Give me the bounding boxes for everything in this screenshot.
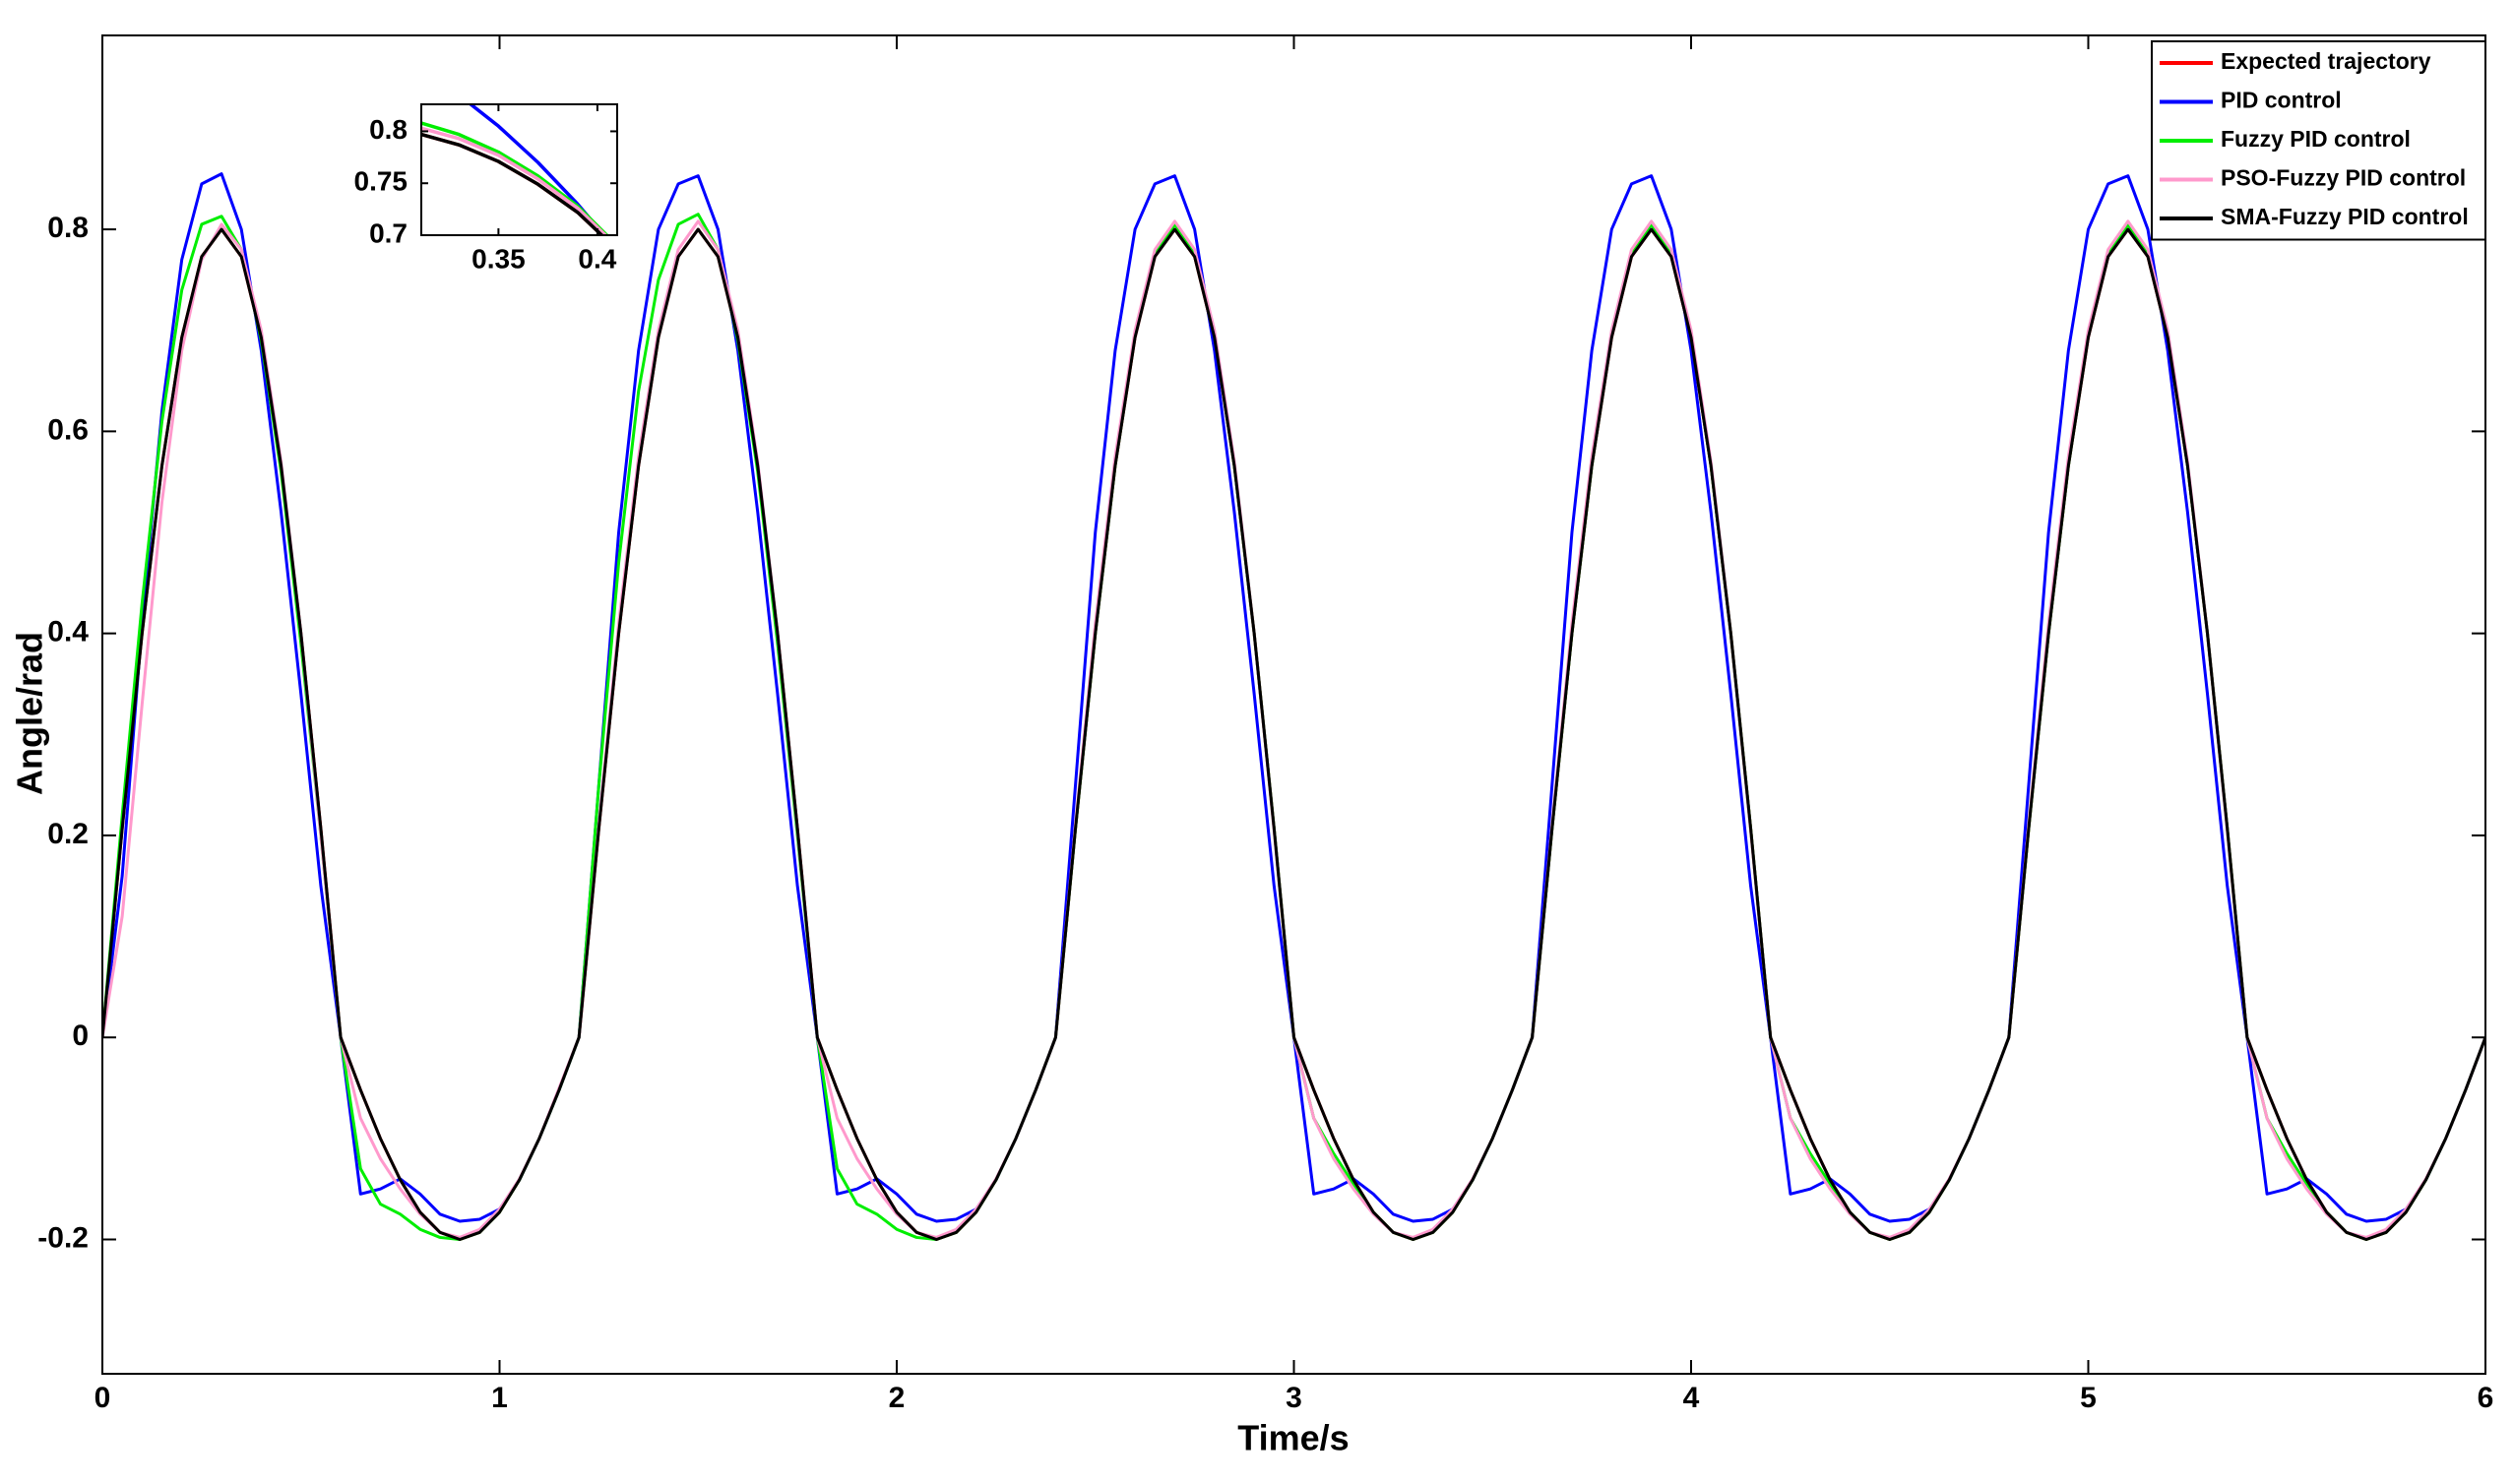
y-tick-label: -0.2 (37, 1221, 89, 1254)
x-tick-label: 0.4 (578, 243, 616, 274)
x-tick-label: 3 (1286, 1382, 1302, 1414)
y-tick-label: 0.7 (369, 217, 408, 248)
plot-lines (421, 104, 609, 235)
x-axis-label: Time/s (1237, 1418, 1349, 1458)
plot-background (102, 35, 2485, 1374)
x-tick-label: 0.35 (471, 243, 526, 274)
plot-frame (420, 103, 618, 236)
x-tick-label: 5 (2080, 1382, 2097, 1414)
legend-label: Expected trajectory (2221, 48, 2431, 74)
plot-lines (102, 172, 2485, 1241)
legend-label: PID control (2221, 88, 2342, 113)
x-tick-label: 2 (889, 1382, 906, 1414)
y-axis-label: Angle/rad (10, 632, 50, 795)
x-tick-label: 6 (2478, 1382, 2494, 1414)
y-tick-label: 0.75 (354, 166, 409, 197)
legend-label: SMA-Fuzzy PID control (2221, 204, 2469, 229)
legend-label: PSO-Fuzzy PID control (2221, 165, 2466, 191)
series-line (102, 227, 2485, 1241)
y-tick-label: 0.2 (47, 818, 89, 850)
y-tick-label: 0 (72, 1020, 89, 1052)
x-tick-label: 1 (491, 1382, 508, 1414)
y-tick-label: 0.4 (47, 616, 89, 649)
y-tick-label: 0.6 (47, 413, 89, 446)
legend-label: Fuzzy PID control (2221, 126, 2411, 152)
x-tick-label: 0 (94, 1382, 111, 1414)
x-tick-label: 4 (1683, 1382, 1700, 1414)
series-line (421, 132, 604, 235)
series-line (421, 126, 608, 235)
y-tick-label: 0.8 (369, 114, 408, 145)
y-tick-label: 0.8 (47, 212, 89, 244)
